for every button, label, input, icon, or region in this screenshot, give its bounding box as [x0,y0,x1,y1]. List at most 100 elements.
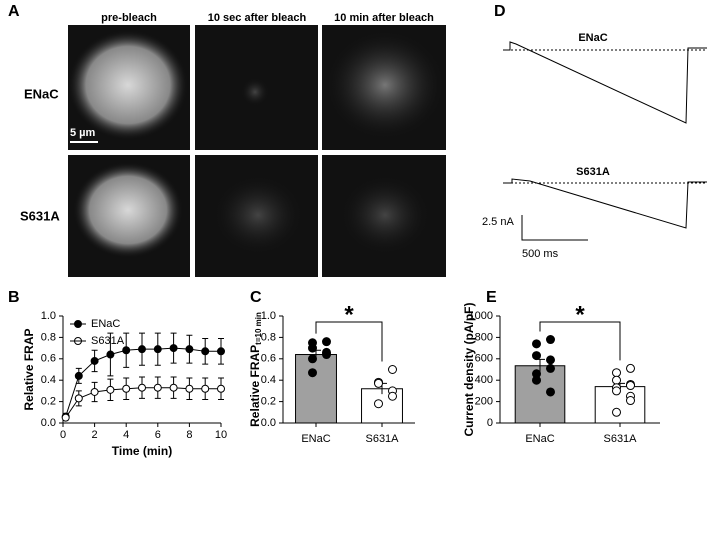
x-tick-label: 2 [92,429,98,441]
data-point [612,368,621,378]
y-tick-label: 1000 [469,310,493,322]
significance-bracket [315,321,383,362]
y-tick-label: 400 [475,374,493,386]
column-label: 10 min after bleach [334,12,434,24]
data-point [217,347,225,356]
series-line [65,347,221,417]
data-point [201,347,210,356]
y-tick-label: 0.4 [41,374,56,386]
y-tick-label: 0.8 [261,331,276,343]
data-point [122,384,131,393]
data-point [532,375,541,385]
y-axis-title-sub: t=10 min [254,312,263,345]
data-point [61,413,70,422]
x-tick-label: S631A [365,433,399,445]
column-label: 10 sec after bleach [208,12,307,24]
significance-bracket [539,321,621,361]
x-tick-label: 6 [155,429,161,441]
y-tick-label: 0.8 [41,331,56,343]
data-point [322,350,331,360]
data-point [546,363,555,373]
y-tick-label: 200 [475,396,493,408]
scale-bar-label: 2.5 nA [482,216,514,228]
y-tick-label: 0 [487,417,493,429]
column-label: pre-bleach [101,12,157,24]
data-point [138,345,146,354]
bar [295,354,337,424]
y-axis-title: Relative FRAPt=10 min [248,312,263,427]
x-tick-label: 8 [186,429,192,441]
panel-letter: A [8,3,20,20]
current-traces [503,41,707,241]
data-point [185,384,194,393]
y-tick-label: 0.4 [261,374,276,386]
x-tick-label: 10 [215,429,227,441]
data-point [612,386,621,396]
y-axis-title-text: Current density (pA/pF) [462,302,476,436]
y-axis-title-text: Relative FRAP [248,345,262,427]
row-label: S631A [20,208,60,223]
x-tick-label: ENaC [525,433,554,445]
data-point [626,363,635,373]
y-tick-label: 600 [475,353,493,365]
y-tick-label: 800 [475,331,493,343]
y-tick-label: 0.6 [41,353,56,365]
series-line [65,387,221,418]
data-point [546,355,555,365]
x-tick-label: S631A [603,433,637,445]
y-tick-label: 0.0 [41,417,56,429]
data-point [153,383,162,392]
data-point [90,356,99,365]
data-point [185,345,194,354]
data-point [388,391,397,401]
trace-label: S631A [576,166,610,178]
data-point [308,343,317,353]
y-tick-label: 0.2 [261,396,276,408]
data-point [612,375,621,385]
data-point [138,383,146,392]
data-point [374,399,383,409]
data-point [74,371,83,380]
significance-label: * [344,301,354,328]
y-tick-label: 1.0 [41,310,56,322]
y-axis-title-text: Relative FRAP [22,328,36,410]
data-point [90,387,99,396]
data-point [308,368,317,378]
data-point [374,378,383,388]
scale-bar-label: 5 µm [70,127,96,139]
y-axis-title: Relative FRAP [22,328,36,410]
y-tick-label: 1.0 [261,310,276,322]
data-point [106,350,115,359]
x-tick-label: ENaC [301,433,330,445]
x-axis-title: Time (min) [112,444,172,458]
panel-letter: E [486,289,497,306]
data-point [169,383,178,392]
data-point [546,335,555,345]
data-point [169,344,178,353]
data-point [546,387,555,397]
row-label: ENaC [24,86,59,101]
data-point [532,339,541,349]
legend-label: ENaC [91,318,120,330]
x-tick-label: 4 [123,429,129,441]
data-point [201,384,210,393]
data-point [106,385,115,394]
data-point [322,337,331,347]
data-point [308,354,317,364]
data-point [153,345,162,354]
data-point [74,394,83,403]
micrographs [68,25,446,277]
scale-bar-label: 500 ms [522,248,559,260]
data-point [122,346,131,355]
x-tick-label: 0 [60,429,66,441]
panel-letter: C [250,289,262,306]
y-tick-label: 0.0 [261,417,276,429]
panel-letter: D [494,3,506,20]
data-point [532,351,541,361]
trace-label: ENaC [578,32,607,44]
data-point [388,365,397,374]
data-point [217,384,225,393]
y-tick-label: 0.2 [41,396,56,408]
y-tick-label: 0.6 [261,353,276,365]
